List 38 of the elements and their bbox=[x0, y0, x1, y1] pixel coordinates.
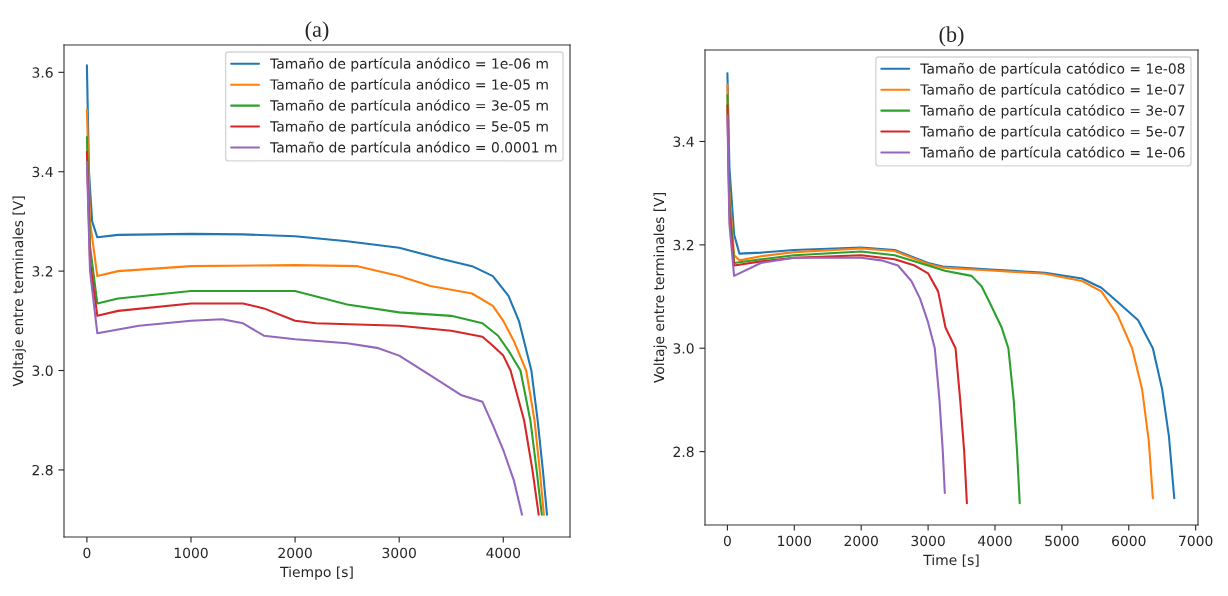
legend-label: Tamaño de partícula catódico = 1e-06 bbox=[920, 146, 1185, 161]
y-axis-title: Voltaje entre terminales [V] bbox=[653, 193, 667, 384]
legend-label: Tamaño de partícula catódico = 3e-07 bbox=[920, 104, 1185, 119]
legend-label: Tamaño de partícula catódico = 5e-07 bbox=[920, 125, 1185, 140]
y-tick-label: 3.0 bbox=[673, 343, 694, 354]
x-tick-label: 7000 bbox=[1179, 535, 1213, 547]
x-tick-label: 4000 bbox=[977, 535, 1012, 547]
x-tick-label: 5000 bbox=[1045, 535, 1079, 547]
x-tick-label: 1000 bbox=[174, 547, 208, 559]
x-tick-label: 0 bbox=[723, 535, 731, 547]
x-tick-label: 6000 bbox=[1112, 535, 1146, 547]
chart-title: (a) bbox=[305, 21, 329, 42]
legend-label: Tamaño de partícula anódico = 3e-05 m bbox=[270, 99, 548, 114]
y-tick-label: 3.2 bbox=[673, 239, 694, 251]
y-tick-label: 3.2 bbox=[32, 266, 53, 277]
y-tick-label: 3.4 bbox=[673, 136, 694, 147]
y-tick-label: 3.4 bbox=[32, 166, 53, 178]
legend-label: Tamaño de partícula anódico = 0.0001 m bbox=[270, 141, 557, 156]
x-tick-label: 3000 bbox=[911, 535, 945, 547]
y-tick-label: 2.8 bbox=[673, 446, 694, 458]
y-tick-label: 2.8 bbox=[32, 464, 53, 476]
legend-label: Tamaño de partícula anódico = 5e-05 m bbox=[270, 120, 548, 135]
x-tick-label: 0 bbox=[83, 547, 91, 559]
legend-label: Tamaño de partícula anódico = 1e-05 m bbox=[270, 78, 548, 93]
y-tick-label: 3.0 bbox=[32, 365, 53, 376]
x-tick-label: 4000 bbox=[486, 547, 521, 559]
y-tick-label: 3.6 bbox=[32, 67, 53, 78]
x-tick-label: 3000 bbox=[382, 547, 416, 559]
legend-label: Tamaño de partícula catódico = 1e-07 bbox=[920, 83, 1185, 98]
x-tick-label: 1000 bbox=[778, 535, 812, 547]
y-axis-title: Voltaje entre terminales [V] bbox=[12, 196, 26, 387]
x-tick-label: 2000 bbox=[278, 547, 312, 559]
x-tick-label: 2000 bbox=[844, 535, 878, 547]
x-axis-title: Tiempo [s] bbox=[280, 566, 353, 580]
x-axis-title: Time [s] bbox=[923, 554, 979, 567]
chart-title: (b) bbox=[939, 26, 964, 47]
legend-label: Tamaño de partícula catódico = 1e-08 bbox=[920, 62, 1185, 77]
legend-label: Tamaño de partícula anódico = 1e-06 m bbox=[270, 57, 548, 72]
